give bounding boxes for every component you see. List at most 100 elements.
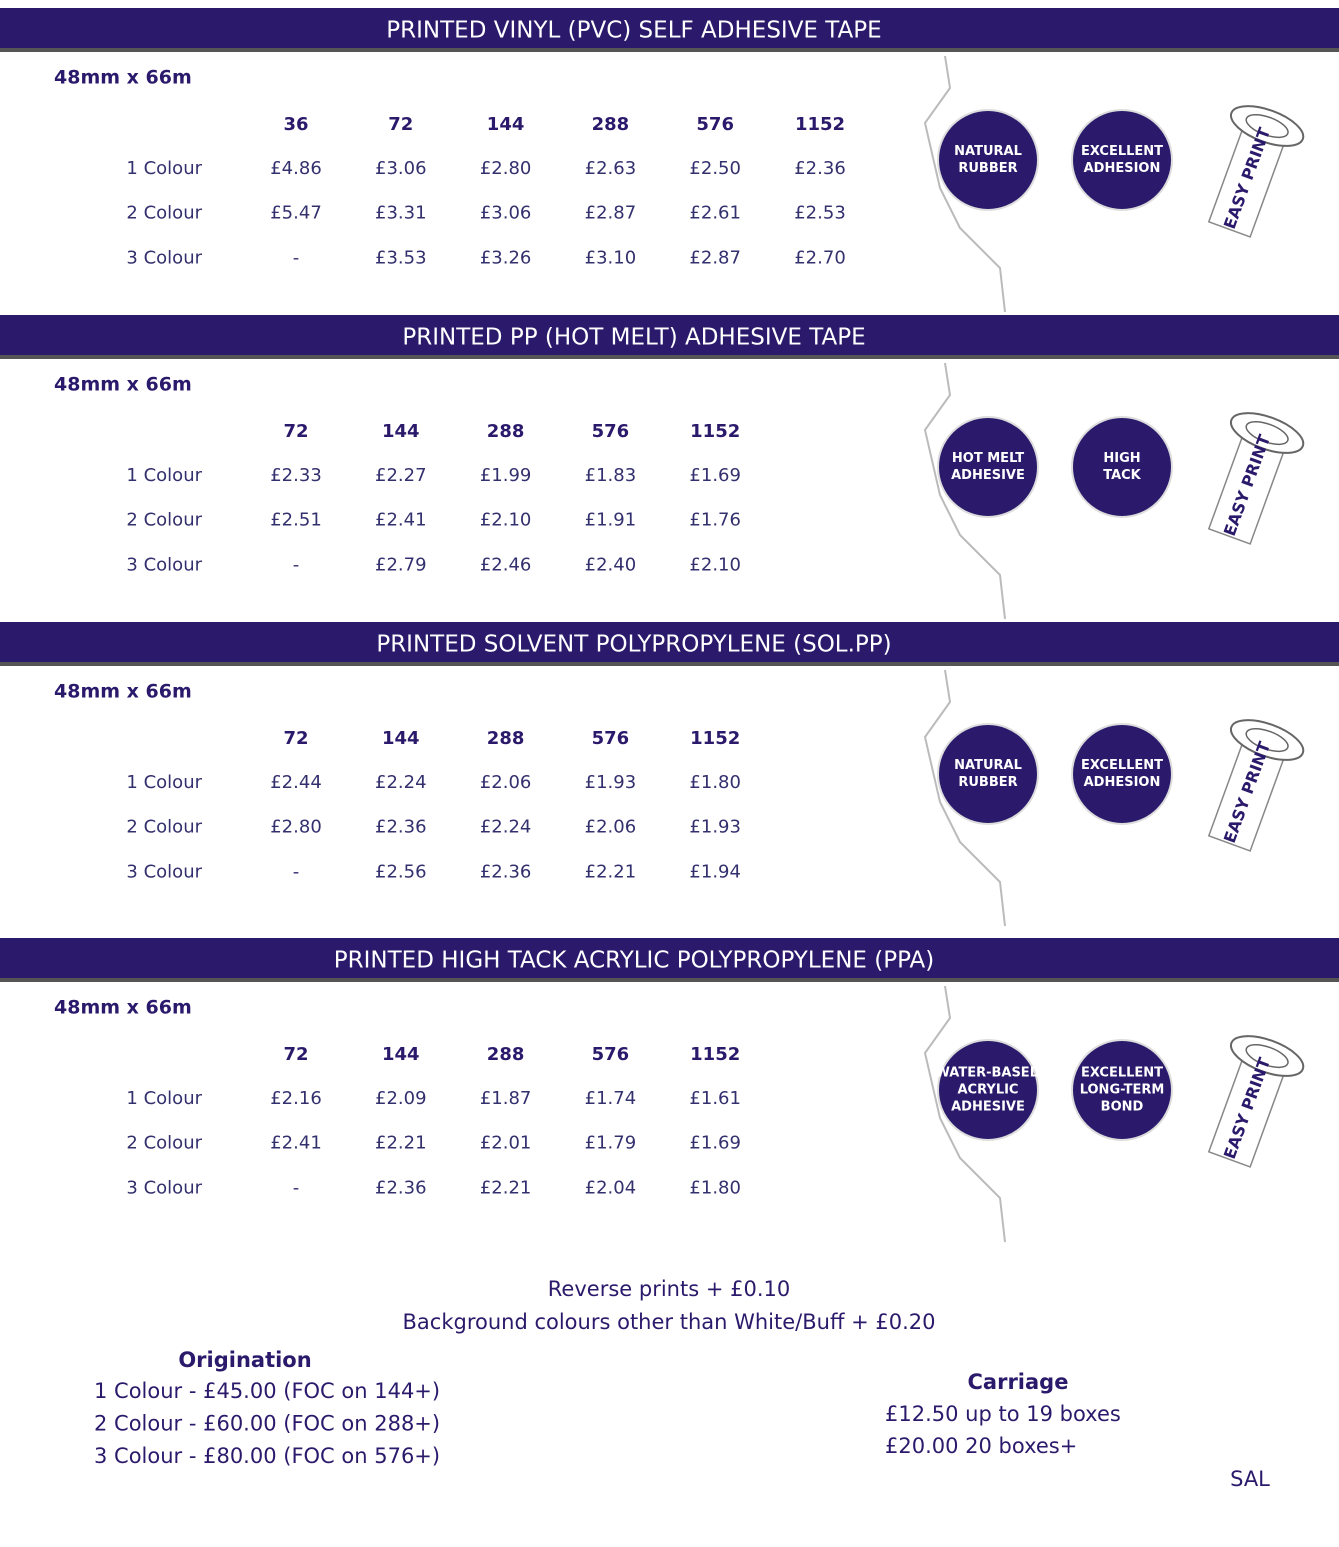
badge-text: BOND [1101, 1100, 1144, 1115]
price: £2.80 [480, 158, 532, 179]
badge [1071, 109, 1173, 211]
badge-text: EXCELLENT [1081, 758, 1163, 773]
price: £1.79 [585, 1133, 637, 1154]
price: £1.93 [585, 772, 637, 793]
row-label: 3 Colour [126, 861, 202, 882]
quantity-header: 72 [283, 728, 308, 749]
badge-text: NATURAL [954, 144, 1022, 159]
quantity-header: 72 [283, 1044, 308, 1065]
price: £2.36 [375, 1177, 427, 1198]
price: £2.36 [375, 817, 427, 838]
section-title: PRINTED SOLVENT POLYPROPYLENE (SOL.PP) [376, 632, 891, 658]
badge-text: WATER-BASED [936, 1066, 1041, 1081]
price: £3.06 [480, 203, 532, 224]
price: - [293, 247, 300, 268]
price: £1.93 [689, 817, 741, 838]
carriage-title: Carriage [968, 1370, 1069, 1394]
price: £1.94 [689, 861, 741, 882]
price: - [293, 1177, 300, 1198]
tape-core [1245, 420, 1289, 446]
price: £3.06 [375, 158, 427, 179]
row-label: 2 Colour [126, 1133, 202, 1154]
price: £2.41 [270, 1133, 322, 1154]
badge-text: EXCELLENT [1081, 144, 1163, 159]
badge-text: ADHESIVE [951, 468, 1025, 483]
tape-roll: EASY PRINT [1207, 105, 1305, 238]
origination-line: 3 Colour - £80.00 (FOC on 576+) [94, 1444, 440, 1468]
quantity-header: 1152 [690, 421, 740, 442]
row-label: 2 Colour [126, 510, 202, 531]
badge [937, 416, 1039, 518]
title-band [0, 622, 1339, 666]
badge [937, 109, 1039, 211]
badge-text: ACRYLIC [958, 1083, 1019, 1098]
carriage-line: £20.00 20 boxes+ [885, 1434, 1077, 1458]
row-label: 3 Colour [126, 247, 202, 268]
price: £2.21 [480, 1177, 532, 1198]
quantity-header: 288 [487, 421, 525, 442]
quantity-header: 1152 [795, 114, 845, 135]
title-band [0, 8, 1339, 52]
title-band [0, 938, 1339, 982]
quantity-header: 144 [382, 1044, 420, 1065]
quantity-header: 1152 [690, 728, 740, 749]
price: £2.01 [480, 1133, 532, 1154]
quantity-header: 288 [487, 728, 525, 749]
row-label: 1 Colour [126, 158, 202, 179]
paper-edge [923, 985, 1006, 1243]
price: £3.26 [480, 247, 532, 268]
badge [937, 1039, 1039, 1141]
size-label: 48mm x 66m [54, 67, 192, 89]
price: £3.10 [585, 247, 637, 268]
tape-roll: EASY PRINT [1207, 412, 1305, 545]
paper-edge [923, 669, 1006, 927]
price: £1.87 [480, 1088, 532, 1109]
quantity-header: 144 [382, 421, 420, 442]
price: £2.06 [480, 772, 532, 793]
price: £2.21 [375, 1133, 427, 1154]
price: £1.69 [689, 1133, 741, 1154]
note: Reverse prints + £0.10 [548, 1277, 790, 1301]
price: £1.74 [585, 1088, 637, 1109]
section-title: PRINTED PP (HOT MELT) ADHESIVE TAPE [402, 325, 865, 351]
price: £2.24 [480, 817, 532, 838]
price: £2.27 [375, 465, 427, 486]
quantity-header: 144 [382, 728, 420, 749]
price: £2.50 [689, 158, 741, 179]
row-label: 2 Colour [126, 203, 202, 224]
price: £2.24 [375, 772, 427, 793]
badge [1071, 416, 1173, 518]
note: Background colours other than White/Buff… [403, 1310, 936, 1334]
price: £5.47 [270, 203, 322, 224]
price: £2.87 [585, 203, 637, 224]
row-label: 1 Colour [126, 772, 202, 793]
quantity-header: 72 [283, 421, 308, 442]
badge-text: TACK [1103, 468, 1141, 483]
size-label: 48mm x 66m [54, 374, 192, 396]
price: £2.09 [375, 1088, 427, 1109]
price: £4.86 [270, 158, 322, 179]
badge-text: NATURAL [954, 758, 1022, 773]
quantity-header: 576 [592, 421, 630, 442]
badge [1071, 1039, 1173, 1141]
price: £1.76 [689, 510, 741, 531]
price: £2.70 [794, 247, 846, 268]
origination-title: Origination [178, 1348, 311, 1372]
tape-roll: EASY PRINT [1207, 719, 1305, 852]
section-title: PRINTED HIGH TACK ACRYLIC POLYPROPYLENE … [334, 948, 934, 974]
price: £1.80 [689, 1177, 741, 1198]
size-label: 48mm x 66m [54, 997, 192, 1019]
price: £2.10 [689, 554, 741, 575]
row-label: 1 Colour [126, 1088, 202, 1109]
price: £2.36 [480, 861, 532, 882]
price: £2.63 [585, 158, 637, 179]
band-shade [0, 662, 1339, 666]
title-band [0, 315, 1339, 359]
price: £2.41 [375, 510, 427, 531]
price: £2.06 [585, 817, 637, 838]
quantity-header: 36 [283, 114, 308, 135]
code: SAL [1230, 1467, 1270, 1491]
size-label: 48mm x 66m [54, 681, 192, 703]
tape-roll: EASY PRINT [1207, 1035, 1305, 1168]
